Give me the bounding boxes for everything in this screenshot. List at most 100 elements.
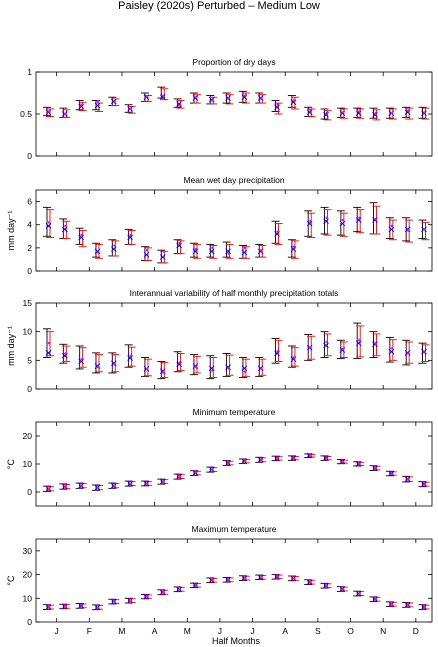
sample-marker <box>341 218 345 222</box>
median-marker <box>94 102 101 109</box>
median-marker <box>225 248 231 255</box>
sample-marker <box>341 460 345 463</box>
sample-marker <box>406 603 410 606</box>
sample-marker <box>145 482 149 485</box>
sample-marker <box>194 584 198 587</box>
sample-marker <box>211 578 214 582</box>
median-marker <box>388 348 395 355</box>
median-marker <box>78 358 84 365</box>
sample-marker <box>276 103 279 106</box>
sample-marker <box>292 577 296 580</box>
panel-5: Maximum temperature °C 0 10 20 30 J F M A M J J A S O N D <box>6 524 433 636</box>
median-marker <box>94 248 101 255</box>
median-marker <box>388 226 395 233</box>
median-marker <box>355 217 362 223</box>
sample-marker <box>243 459 247 463</box>
y-tick-label: 15 <box>23 298 33 308</box>
sample-marker <box>390 111 394 115</box>
figure-title: Paisley (2020s) Perturbed – Medium Low <box>118 0 320 12</box>
median-marker <box>323 218 329 225</box>
sample-marker <box>47 341 51 345</box>
sample-marker <box>357 592 361 595</box>
x-tick-label: O <box>347 626 354 636</box>
sample-marker <box>96 486 100 489</box>
sample-marker <box>309 454 312 457</box>
sample-marker <box>227 367 230 370</box>
panel-title: Minimum temperature <box>193 407 276 417</box>
panel-title: Maximum temperature <box>191 524 276 534</box>
panels: Proportion of dry days 0 0.5 1 Mean wet day … <box>6 57 433 636</box>
median-marker <box>274 104 280 111</box>
sample-marker <box>325 457 328 460</box>
y-tick-label: 20 <box>23 431 33 441</box>
median-marker <box>306 109 313 116</box>
sample-marker <box>129 354 132 357</box>
y-tick-label: 0 <box>27 487 32 497</box>
sample-marker <box>423 606 426 609</box>
sample-marker <box>47 605 51 609</box>
x-tick-label: J <box>55 626 59 636</box>
sample-marker <box>80 233 83 237</box>
sample-marker <box>260 575 263 579</box>
sample-marker <box>406 109 410 112</box>
sample-marker <box>227 252 230 255</box>
sample-marker <box>162 94 165 97</box>
sample-marker <box>47 221 51 224</box>
sample-marker <box>227 578 230 581</box>
sample-marker <box>113 101 116 104</box>
sample-marker <box>309 580 312 584</box>
sample-marker <box>423 111 426 114</box>
sample-marker <box>47 487 51 490</box>
median-marker <box>45 223 52 229</box>
sample-marker <box>194 247 198 251</box>
x-tick-label: A <box>282 626 288 636</box>
median-marker <box>355 340 362 346</box>
sample-marker <box>406 352 410 355</box>
median-marker <box>159 254 166 260</box>
sample-marker <box>178 588 181 591</box>
median-marker <box>339 220 346 227</box>
sample-marker <box>194 96 198 99</box>
sample-marker <box>211 369 214 372</box>
sample-marker <box>406 478 410 481</box>
sample-marker <box>96 366 100 369</box>
x-tick-label: J <box>250 626 254 636</box>
sample-marker <box>211 468 214 471</box>
y-tick-label: 10 <box>23 327 33 337</box>
sample-marker <box>145 367 149 371</box>
panel-title: Mean wet day precipitation <box>183 175 284 185</box>
sample-marker <box>260 367 263 371</box>
sample-marker <box>276 230 279 233</box>
y-axis-label: °C <box>6 458 16 469</box>
panel-title: Proportion of dry days <box>192 57 275 67</box>
sample-marker <box>64 224 67 228</box>
sample-marker <box>406 229 410 232</box>
sample-marker <box>178 475 181 478</box>
median-marker <box>62 352 68 359</box>
median-marker <box>143 251 150 258</box>
x-tick-label: S <box>315 626 321 636</box>
y-tick-label: 0.5 <box>20 109 32 119</box>
sample-marker <box>341 111 345 114</box>
sample-marker <box>243 94 247 97</box>
plot-frame <box>35 421 433 507</box>
median-marker <box>290 246 297 252</box>
sample-marker <box>227 97 230 101</box>
sample-marker <box>145 95 149 98</box>
sample-marker <box>47 110 51 113</box>
sample-marker <box>374 217 377 221</box>
sample-marker <box>309 220 312 223</box>
sample-marker <box>80 484 83 487</box>
median-marker <box>176 242 182 249</box>
panel-1: Proportion of dry days 0 0.5 1 <box>20 57 433 161</box>
sample-marker <box>390 472 394 475</box>
sample-marker <box>292 245 296 248</box>
y-tick-label: 10 <box>23 459 33 469</box>
median-marker <box>127 234 133 241</box>
sample-marker <box>194 366 198 369</box>
sample-marker <box>129 107 132 111</box>
x-tick-label: A <box>152 626 158 636</box>
sample-marker <box>341 587 345 590</box>
sample-marker <box>64 352 67 355</box>
panel-title: Interannual variability of half monthly … <box>130 288 339 298</box>
